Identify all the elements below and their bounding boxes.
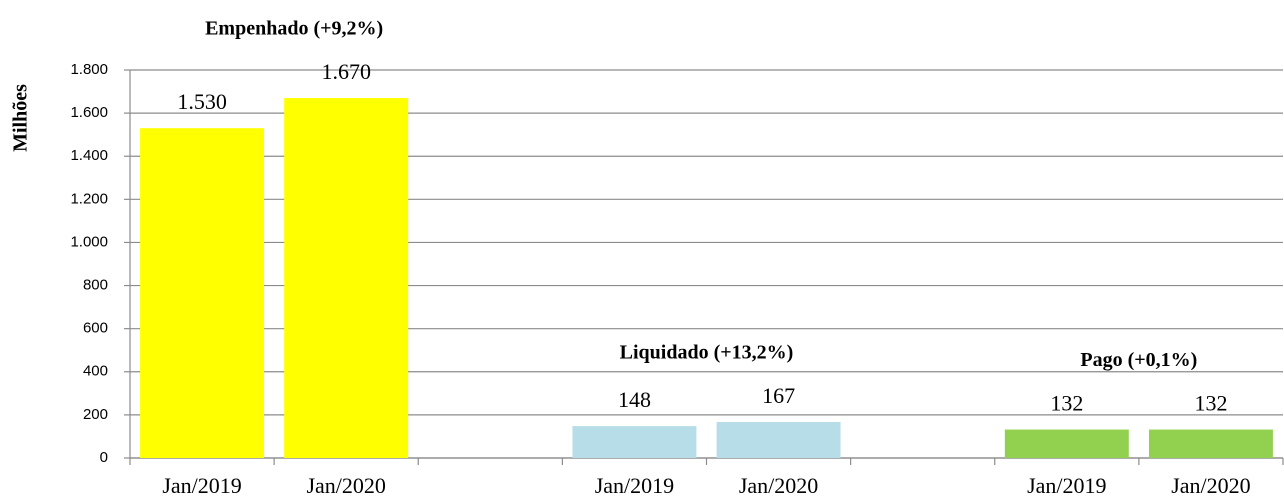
y-tick-label: 800 <box>83 277 108 294</box>
x-tick-label: Jan/2019 <box>595 473 674 498</box>
group-title: Liquidado (+13,2%) <box>620 342 794 364</box>
y-tick-label: 400 <box>83 363 108 380</box>
value-label: 132 <box>1050 391 1083 416</box>
y-tick-label: 1.000 <box>70 233 108 250</box>
bar <box>572 426 697 458</box>
y-tick-label: 0 <box>100 449 108 466</box>
value-label: 1.670 <box>321 59 371 84</box>
bar <box>1148 429 1273 458</box>
bar <box>1004 429 1129 458</box>
group-title: Pago (+0,1%) <box>1080 349 1197 371</box>
x-tick-label: Jan/2019 <box>162 473 241 498</box>
y-tick-label: 200 <box>83 406 108 423</box>
y-tick-label: 1.400 <box>70 147 108 164</box>
bar <box>716 422 841 458</box>
bar <box>284 98 409 459</box>
value-label: 132 <box>1194 391 1227 416</box>
x-tick-label: Jan/2020 <box>1171 473 1250 498</box>
group-title: Empenhado (+9,2%) <box>205 18 383 40</box>
bar <box>140 128 265 458</box>
value-label: 148 <box>618 387 651 412</box>
x-tick-label: Jan/2020 <box>306 473 385 498</box>
x-tick-label: Jan/2019 <box>1027 473 1106 498</box>
y-tick-label: 1.600 <box>70 104 108 121</box>
y-tick-label: 1.200 <box>70 190 108 207</box>
y-tick-label: 600 <box>83 320 108 337</box>
x-tick-label: Jan/2020 <box>739 473 818 498</box>
value-label: 167 <box>762 383 795 408</box>
value-label: 1.530 <box>177 89 227 114</box>
y-axis-label: Milhões <box>10 84 32 152</box>
y-tick-label: 1.800 <box>70 61 108 78</box>
